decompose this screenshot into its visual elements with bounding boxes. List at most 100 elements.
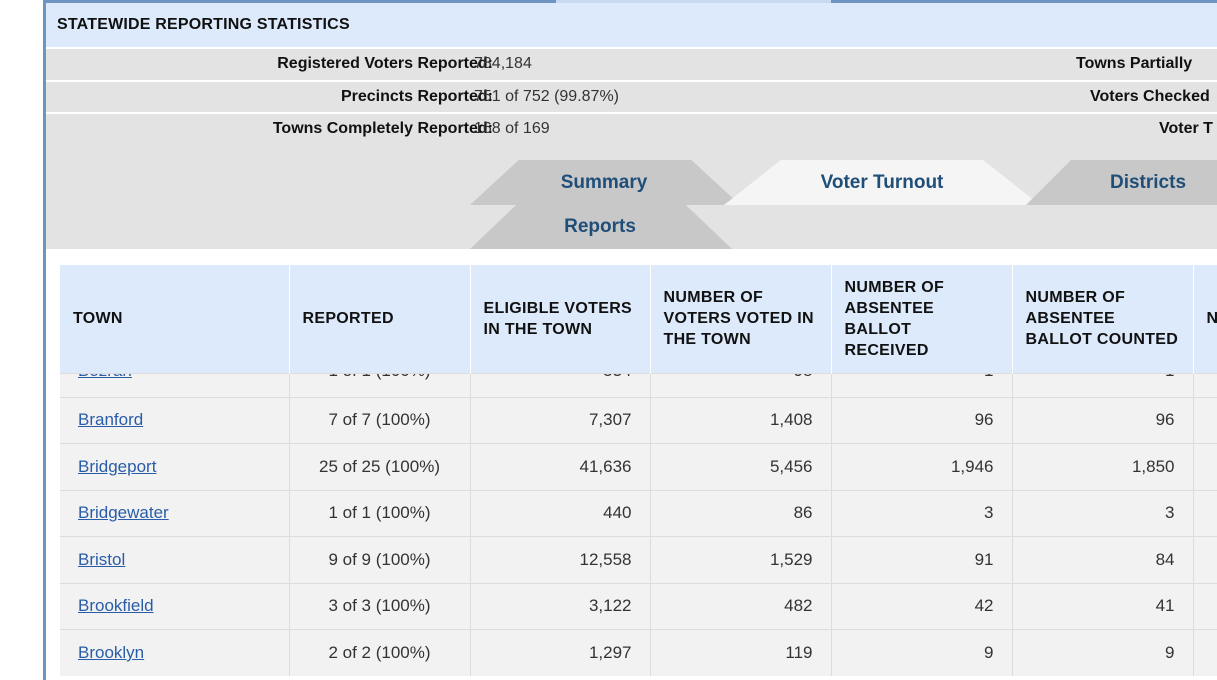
table-row: Bristol 9 of 9 (100%) 12,558 1,529 91 84 bbox=[60, 536, 1217, 583]
cell-value: 2 of 2 (100%) bbox=[328, 643, 431, 662]
turnout-table: TOWN REPORTED ELIGIBLE VOTERS IN THE TOW… bbox=[60, 265, 1217, 676]
cell-value: 482 bbox=[784, 596, 813, 616]
town-link[interactable]: Bristol bbox=[78, 549, 126, 569]
cell-reported: 25 of 25 (100%) bbox=[289, 443, 471, 490]
stat-label-right: Voters Checked bbox=[1090, 88, 1210, 105]
cell-eligible: 41,636 bbox=[470, 443, 651, 490]
table-header-row: TOWN REPORTED ELIGIBLE VOTERS IN THE TOW… bbox=[60, 265, 1217, 373]
cell-clip: 1 bbox=[1031, 374, 1174, 381]
cell-absentee-received: 9 bbox=[831, 629, 1013, 676]
cell-absentee-received: 1,946 bbox=[831, 443, 1013, 490]
cell-value: 1,850 bbox=[1131, 456, 1175, 476]
cell-absentee-counted: 84 bbox=[1012, 536, 1194, 583]
cell-voted: 86 bbox=[650, 489, 832, 537]
cell-voted: 119 bbox=[650, 629, 832, 676]
cell-eligible: 534 bbox=[470, 372, 651, 397]
cell-eligible: 440 bbox=[470, 489, 651, 537]
tab-voter-turnout[interactable]: Voter Turnout bbox=[724, 160, 1040, 205]
column-header-reported[interactable]: REPORTED bbox=[289, 265, 471, 373]
stat-row-towns: Towns Completely Reported: 168 of 169 Vo… bbox=[46, 112, 1217, 145]
cell-voted: 1,408 bbox=[650, 396, 832, 444]
cell-value: 440 bbox=[603, 503, 632, 523]
cell-reported: 7 of 7 (100%) bbox=[289, 396, 471, 444]
cell-value: 534 bbox=[603, 374, 631, 380]
cell-absentee-received: 1 bbox=[831, 372, 1013, 397]
cell-next bbox=[1193, 536, 1217, 583]
cell-value: 12,558 bbox=[579, 549, 632, 569]
cell-value: 119 bbox=[785, 643, 813, 662]
cell-absentee-counted: 96 bbox=[1012, 396, 1194, 444]
table-row: Branford 7 of 7 (100%) 7,307 1,408 96 96 bbox=[60, 396, 1217, 444]
cell-value: 1 of 1 (100%) bbox=[328, 503, 431, 523]
column-header-voted[interactable]: NUMBER OF VOTERS VOTED IN THE TOWN bbox=[650, 265, 832, 373]
tab-districts[interactable]: Districts bbox=[1026, 160, 1217, 205]
cell-next bbox=[1193, 582, 1217, 630]
town-link[interactable]: Bridgeport bbox=[78, 456, 157, 476]
cell-absentee-received: 42 bbox=[831, 582, 1013, 630]
cell-clip: Bozrah bbox=[78, 374, 271, 381]
cell-value: 1,529 bbox=[769, 549, 813, 569]
turnout-table-area: TOWN REPORTED ELIGIBLE VOTERS IN THE TOW… bbox=[46, 249, 1217, 680]
town-link[interactable]: Bozrah bbox=[78, 374, 132, 380]
top-border-highlight bbox=[556, 0, 831, 3]
stat-label-right: Voter T bbox=[1159, 120, 1213, 137]
cell-town: Brooklyn bbox=[60, 629, 290, 676]
tab-bar: Summary Voter Turnout Districts Reports bbox=[46, 144, 1217, 249]
cell-absentee-counted: 1 bbox=[1012, 372, 1194, 397]
cell-value: 86 bbox=[793, 503, 813, 523]
tab-reports[interactable]: Reports bbox=[470, 204, 732, 249]
cell-absentee-counted: 41 bbox=[1012, 582, 1194, 630]
cell-town: Brookfield bbox=[60, 582, 290, 630]
cell-eligible: 12,558 bbox=[470, 536, 651, 583]
cell-value: 1 bbox=[984, 374, 993, 380]
cell-voted: 1,529 bbox=[650, 536, 832, 583]
town-link[interactable]: Branford bbox=[78, 410, 144, 430]
stat-label: Registered Voters Reported: bbox=[277, 55, 493, 72]
cell-value: 7 of 7 (100%) bbox=[328, 410, 431, 430]
column-header-eligible[interactable]: ELIGIBLE VOTERS IN THE TOWN bbox=[470, 265, 651, 373]
cell-voted: 98 bbox=[650, 372, 832, 397]
stat-label: Precincts Reported: bbox=[340, 88, 493, 105]
cell-absentee-received: 3 bbox=[831, 489, 1013, 537]
cell-next bbox=[1193, 372, 1217, 397]
cell-next bbox=[1193, 396, 1217, 444]
column-header-absentee-received[interactable]: NUMBER OF ABSENTEE BALLOT RECEIVED bbox=[831, 265, 1013, 373]
cell-clip: 1 bbox=[850, 374, 993, 381]
cell-value: 84 bbox=[1155, 549, 1175, 569]
cell-eligible: 7,307 bbox=[470, 396, 651, 444]
tab-reports-label: Reports bbox=[564, 215, 636, 237]
cell-reported: 1 of 1 (100%) bbox=[289, 372, 471, 397]
cell-clip: 98 bbox=[669, 374, 813, 381]
table-row: Brookfield 3 of 3 (100%) 3,122 482 42 41 bbox=[60, 582, 1217, 630]
stat-row-registered: Registered Voters Reported: 784,184 Town… bbox=[46, 47, 1217, 80]
stats-header: STATEWIDE REPORTING STATISTICS bbox=[46, 3, 1217, 47]
tab-summary[interactable]: Summary bbox=[470, 160, 740, 205]
cell-town: Branford bbox=[60, 396, 290, 444]
cell-absentee-counted: 3 bbox=[1012, 489, 1194, 537]
stat-value: 168 of 169 bbox=[474, 120, 550, 137]
column-header-absentee-counted[interactable]: NUMBER OF ABSENTEE BALLOT COUNTED bbox=[1012, 265, 1194, 373]
cell-value: 96 bbox=[974, 410, 994, 430]
cell-value: 1,946 bbox=[950, 456, 994, 476]
tab-summary-label: Summary bbox=[560, 171, 648, 193]
cell-next bbox=[1193, 489, 1217, 537]
town-link[interactable]: Brooklyn bbox=[78, 643, 145, 662]
cell-value: 41,636 bbox=[579, 456, 632, 476]
cell-town: Bozrah bbox=[60, 372, 290, 397]
cell-value: 1,408 bbox=[769, 410, 813, 430]
cell-absentee-counted: 9 bbox=[1012, 629, 1194, 676]
cell-absentee-received: 91 bbox=[831, 536, 1013, 583]
cell-clip: 534 bbox=[489, 374, 631, 381]
town-link[interactable]: Bridgewater bbox=[78, 503, 169, 523]
cell-value: 5,456 bbox=[769, 456, 813, 476]
cell-value: 1 bbox=[1165, 374, 1174, 380]
town-link[interactable]: Brookfield bbox=[78, 596, 154, 616]
cell-value: 3,122 bbox=[588, 596, 632, 616]
cell-reported: 9 of 9 (100%) bbox=[289, 536, 471, 583]
column-header-next[interactable]: N IS bbox=[1193, 265, 1217, 373]
cell-town: Bristol bbox=[60, 536, 290, 583]
column-header-town[interactable]: TOWN bbox=[60, 265, 290, 373]
table-row: Brooklyn 2 of 2 (100%) 1,297 119 9 9 bbox=[60, 629, 1217, 676]
cell-town: Bridgewater bbox=[60, 489, 290, 537]
cell-value: 3 bbox=[1165, 503, 1175, 523]
